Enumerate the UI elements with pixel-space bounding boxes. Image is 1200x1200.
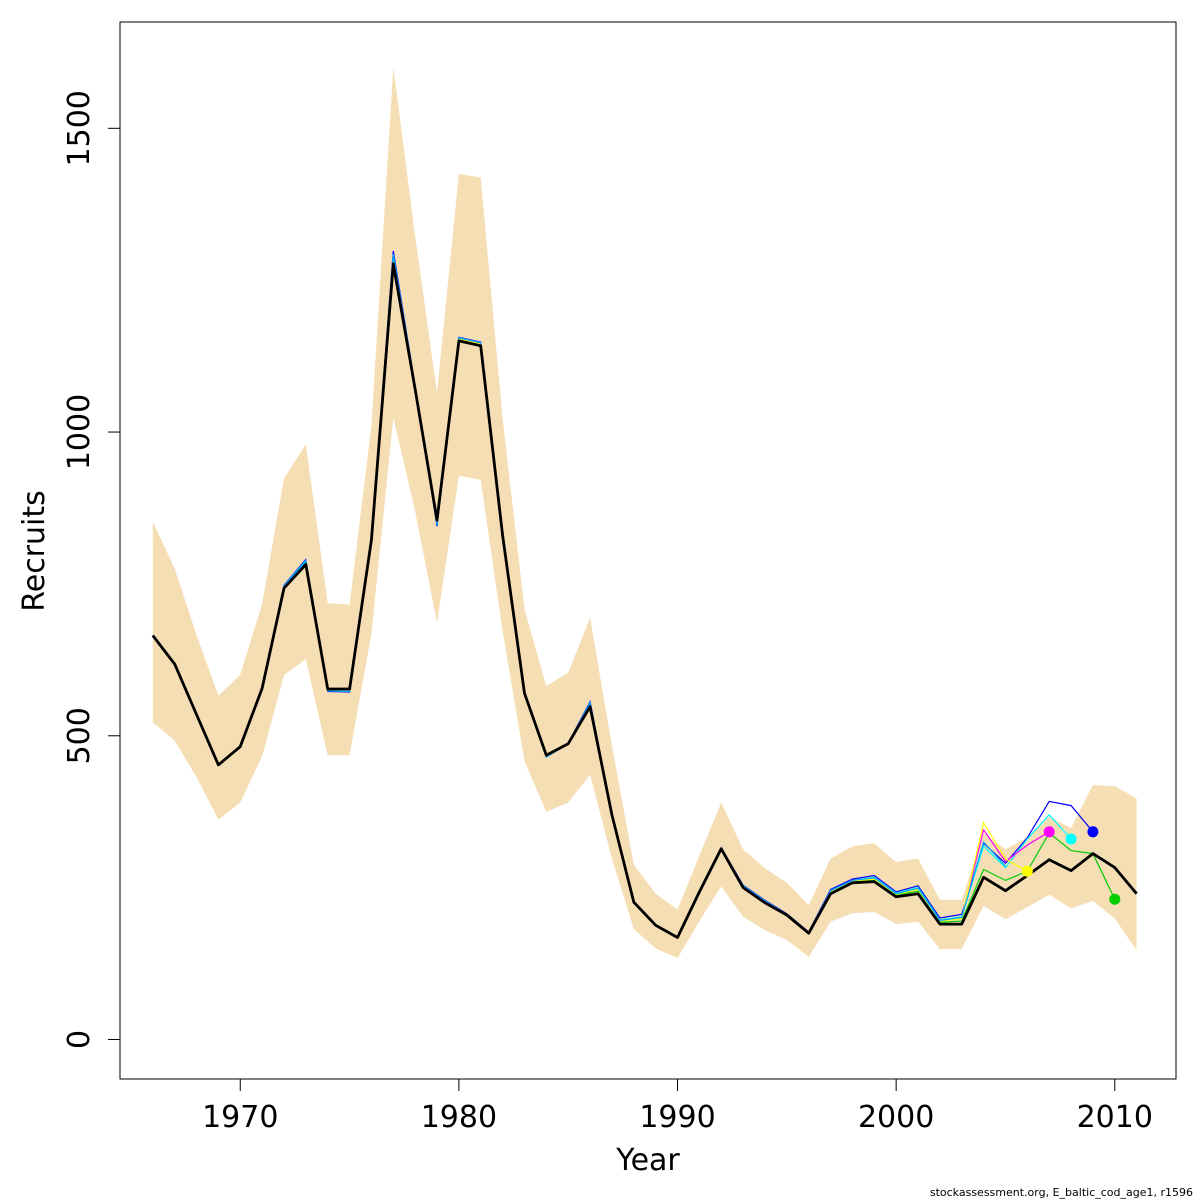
endpoint-marker-2010 <box>1109 893 1121 905</box>
y-tick-label-0: 0 <box>62 1030 97 1049</box>
y-tick-label-500: 500 <box>62 707 97 764</box>
endpoint-marker-2006 <box>1021 865 1033 877</box>
estimate-line <box>151 262 1138 939</box>
endpoint-markers-layer <box>1021 826 1121 905</box>
endpoint-marker-2009 <box>1087 826 1099 838</box>
x-tick-label-1990: 1990 <box>639 1100 715 1135</box>
endpoint-marker-2008 <box>1065 833 1077 845</box>
y-axis-title: Recruits <box>17 490 52 612</box>
y-axis: 0 500 1000 1500 <box>62 90 120 1049</box>
confidence-band <box>152 67 1137 959</box>
endpoint-marker-2007 <box>1043 826 1055 838</box>
x-tick-label-1980: 1980 <box>421 1100 497 1135</box>
x-tick-label-1970: 1970 <box>202 1100 278 1135</box>
x-tick-label-2000: 2000 <box>858 1100 934 1135</box>
footer-credit: stockassessment.org, E_baltic_cod_age1, … <box>930 1186 1193 1199</box>
estimate-line-layer <box>151 262 1138 939</box>
plot-frame <box>119 21 1177 1080</box>
y-tick-label-1500: 1500 <box>62 90 97 166</box>
confidence-band-layer <box>152 67 1137 959</box>
x-axis-title: Year <box>615 1143 680 1178</box>
x-tick-label-2010: 2010 <box>1077 1100 1153 1135</box>
y-tick-label-1000: 1000 <box>62 394 97 470</box>
x-axis: 1970 1980 1990 2000 2010 <box>202 1079 1153 1135</box>
